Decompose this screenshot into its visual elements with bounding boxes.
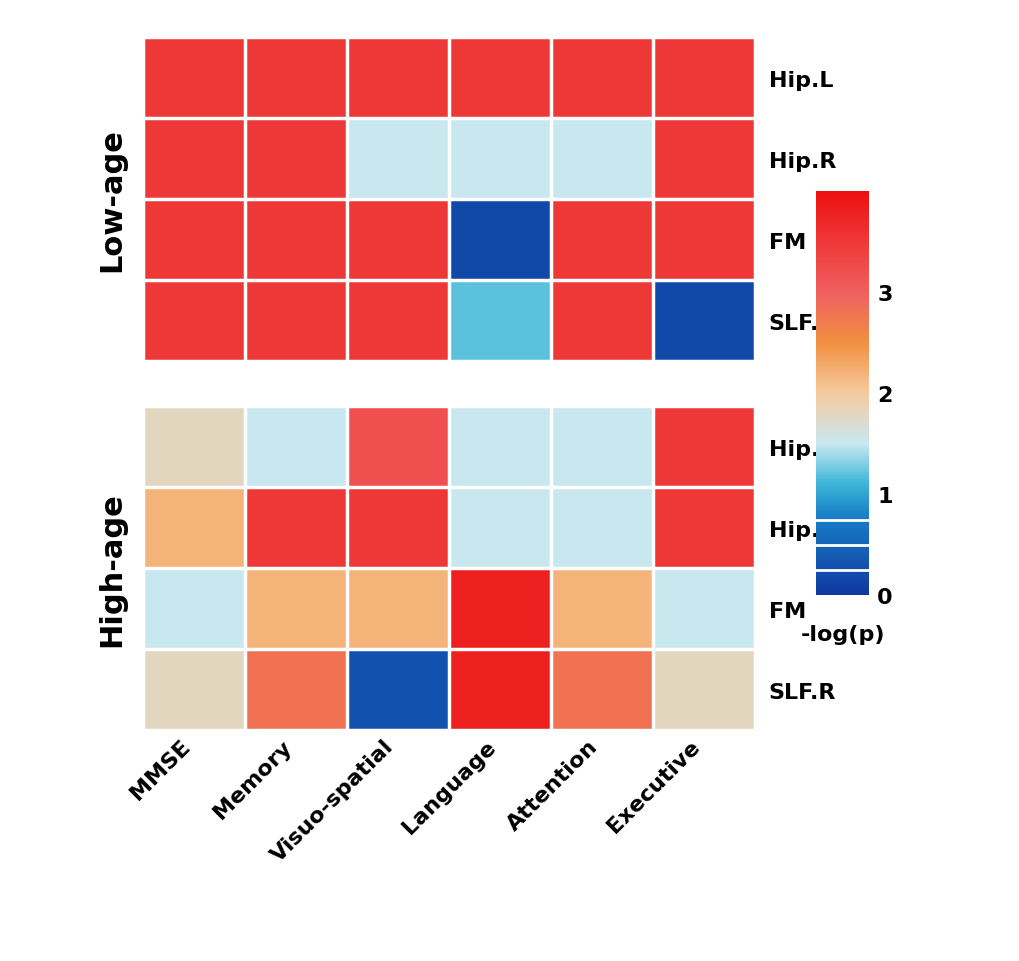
Y-axis label: High-age: High-age	[97, 491, 126, 646]
Y-axis label: Low-age: Low-age	[97, 128, 126, 272]
Text: -log(p): -log(p)	[800, 624, 883, 644]
